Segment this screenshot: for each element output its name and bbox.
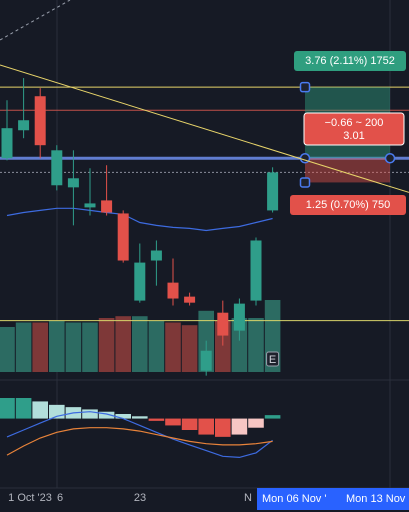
macd-histogram	[32, 401, 48, 419]
macd-histogram	[115, 414, 131, 419]
candle-body	[184, 296, 196, 303]
volume-bar	[248, 318, 264, 372]
x-tick-label: 6	[57, 492, 63, 504]
volume-bar	[32, 322, 48, 372]
stop-label: 1.25 (0.70%) 750	[306, 199, 390, 211]
volume-bar	[0, 327, 15, 372]
volume-bar	[148, 320, 165, 372]
cursor-label-bg	[257, 488, 409, 510]
volume-bar	[49, 320, 65, 372]
candle-body	[233, 303, 245, 331]
volume-bar	[115, 316, 131, 372]
earnings-label: E	[269, 354, 276, 366]
volume-bar	[98, 318, 115, 372]
macd-line	[6, 411, 273, 459]
macd-histogram	[215, 418, 231, 437]
target-label: 3.76 (2.11%) 1752	[305, 55, 395, 67]
volume-bar	[15, 322, 32, 372]
volume-bar	[181, 325, 198, 372]
trendline	[0, 64, 409, 193]
handle	[384, 152, 396, 164]
x-tick-label: 23	[134, 492, 146, 504]
candle-body	[267, 172, 279, 211]
candle-body	[1, 128, 13, 159]
macd-histogram	[165, 418, 181, 426]
center-label-bg	[303, 112, 405, 146]
macd-histogram	[248, 418, 264, 428]
macd-histogram	[198, 418, 214, 435]
volume-bar	[165, 322, 181, 372]
macd-histogram	[82, 409, 98, 419]
macd-histogram	[0, 398, 15, 419]
candle-body	[18, 120, 30, 131]
macd-histogram	[98, 411, 115, 419]
volume-bar	[231, 318, 248, 372]
x-tick-label: 1 Oct '23	[8, 492, 52, 504]
candle-body	[167, 282, 179, 299]
signal-line	[6, 427, 273, 456]
macd-histogram	[148, 418, 165, 421]
earnings-icon	[266, 351, 280, 367]
candle-body	[134, 262, 146, 301]
macd-histogram	[264, 415, 281, 419]
macd-histogram	[181, 418, 198, 430]
candle-body	[51, 150, 63, 186]
target-label-bg	[294, 51, 406, 71]
drawing	[0, 0, 71, 41]
stop-zone	[305, 158, 390, 183]
volume-bar	[65, 322, 82, 372]
moving-average	[6, 207, 273, 232]
candle-body	[150, 250, 162, 261]
cursor-label: Mon 13 Nov	[346, 493, 406, 505]
candle-body	[67, 178, 79, 188]
candle-body	[250, 240, 262, 301]
candle-body	[34, 96, 46, 146]
candle-body	[217, 312, 229, 336]
x-tick-label: N	[244, 492, 252, 504]
candle-body	[200, 350, 212, 371]
cursor-label: Mon 06 Nov '	[262, 493, 326, 505]
macd-histogram	[231, 418, 248, 435]
macd-histogram	[132, 416, 148, 419]
center-label: 3.01	[343, 130, 364, 142]
volume-bar	[82, 322, 98, 372]
macd-histogram	[15, 398, 32, 419]
handle	[299, 177, 311, 188]
handle	[299, 81, 311, 93]
center-label: −0.66 ~ 200	[325, 117, 384, 129]
candle-body	[101, 200, 113, 213]
stop-label-bg	[290, 195, 406, 215]
volume-bar	[132, 316, 148, 372]
candle-body	[84, 203, 96, 208]
candle-body	[117, 213, 129, 261]
